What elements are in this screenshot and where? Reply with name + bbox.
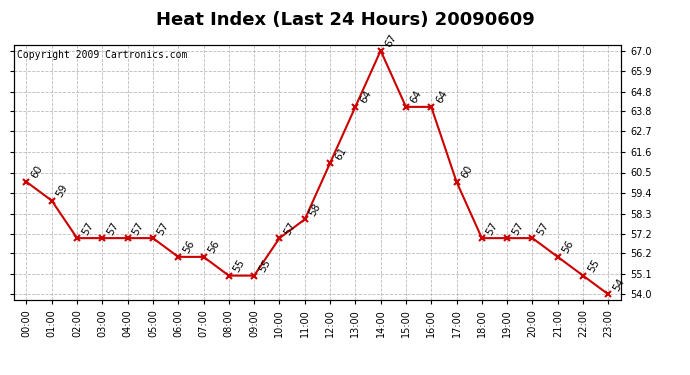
Text: 57: 57 [282, 220, 297, 237]
Text: 57: 57 [510, 220, 525, 237]
Text: 67: 67 [384, 33, 399, 49]
Text: 55: 55 [232, 258, 247, 274]
Text: 60: 60 [29, 164, 44, 180]
Text: 60: 60 [460, 164, 475, 180]
Text: 57: 57 [80, 220, 95, 237]
Text: 55: 55 [586, 258, 601, 274]
Text: 61: 61 [333, 145, 348, 162]
Text: 56: 56 [560, 239, 576, 255]
Text: 64: 64 [358, 89, 373, 105]
Text: Heat Index (Last 24 Hours) 20090609: Heat Index (Last 24 Hours) 20090609 [156, 11, 534, 29]
Text: 54: 54 [611, 276, 627, 293]
Text: 59: 59 [55, 183, 70, 199]
Text: 57: 57 [535, 220, 551, 237]
Text: Copyright 2009 Cartronics.com: Copyright 2009 Cartronics.com [17, 50, 187, 60]
Text: 56: 56 [206, 239, 221, 255]
Text: 64: 64 [408, 89, 424, 105]
Text: 58: 58 [308, 201, 323, 218]
Text: 56: 56 [181, 239, 197, 255]
Text: 57: 57 [484, 220, 500, 237]
Text: 57: 57 [156, 220, 171, 237]
Text: 64: 64 [434, 89, 449, 105]
Text: 55: 55 [257, 258, 273, 274]
Text: 57: 57 [130, 220, 146, 237]
Text: 57: 57 [105, 220, 121, 237]
